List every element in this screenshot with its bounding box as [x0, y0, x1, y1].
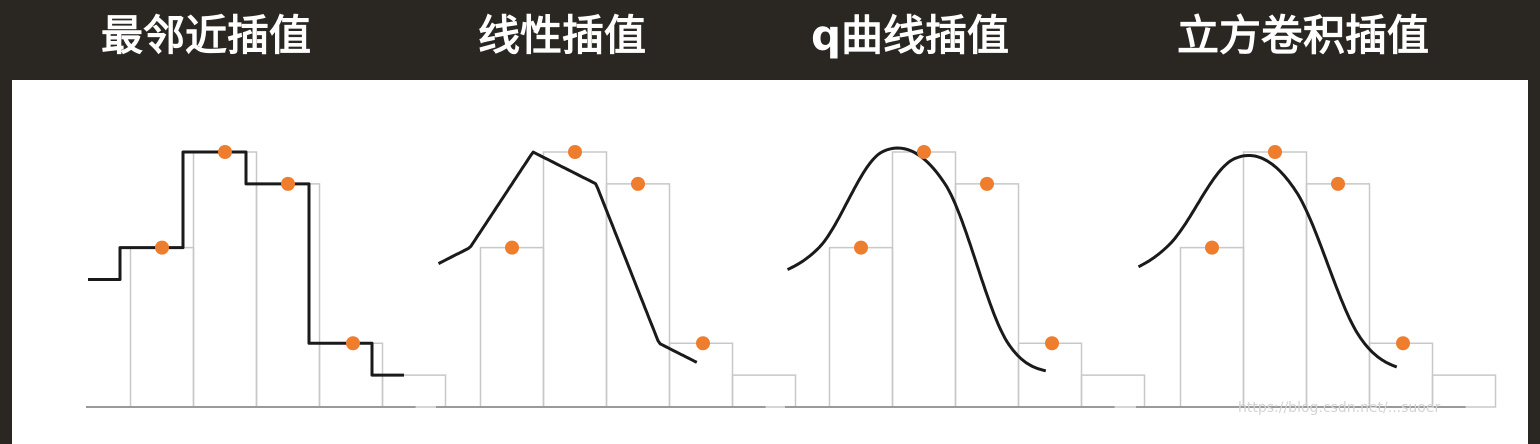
panel-cubic [1136, 145, 1497, 408]
panel-linear [436, 145, 797, 408]
title-nearest: 最邻近插值 [100, 11, 312, 60]
diagram-area: https://blog.csdn.net/...suoer [12, 80, 1528, 444]
title-cubic: 立方卷积插值 [1176, 11, 1430, 60]
interpolation-curve [786, 146, 1047, 373]
sample-box [731, 374, 797, 408]
interpolation-diagram: https://blog.csdn.net/...suoer [86, 145, 1497, 416]
sample-box [479, 246, 545, 408]
sample-point [218, 145, 232, 159]
panel-quadratic [785, 145, 1146, 408]
sample-point [917, 145, 931, 159]
sample-box [381, 374, 447, 408]
sample-point [1045, 336, 1059, 351]
sample-point [696, 336, 710, 351]
sample-point [568, 145, 582, 159]
sample-box [1368, 342, 1434, 408]
sample-box [605, 183, 671, 408]
sample-box [891, 151, 957, 408]
sample-point [854, 240, 868, 255]
title-quadratic: q曲线插值 [810, 11, 1010, 60]
sample-point [1396, 336, 1410, 351]
sample-box [1431, 374, 1497, 408]
interpolation-curve [437, 150, 698, 364]
sample-point [346, 336, 360, 351]
interpolation-curve [88, 150, 404, 377]
sample-point [281, 176, 295, 191]
sample-point [505, 240, 519, 255]
watermark-text: https://blog.csdn.net/...suoer [1238, 400, 1440, 416]
sample-point [1331, 176, 1345, 191]
header-bar: 最邻近插值 线性插值 q曲线插值 立方卷积插值 [0, 0, 1540, 78]
sample-box [192, 151, 258, 408]
sample-box [1305, 183, 1371, 408]
sample-box [1080, 374, 1146, 408]
sample-point [1205, 240, 1219, 255]
sample-box [129, 246, 195, 408]
title-linear: 线性插值 [477, 11, 647, 60]
sample-point [155, 240, 169, 255]
sample-point [631, 176, 645, 191]
sample-point [980, 176, 994, 191]
interpolation-curve [1137, 154, 1398, 369]
sample-point [1268, 145, 1282, 159]
sample-box [828, 246, 894, 408]
panel-nearest [86, 145, 447, 408]
sample-box [1242, 151, 1308, 408]
sample-box [1179, 246, 1245, 408]
sample-box [1017, 342, 1083, 408]
